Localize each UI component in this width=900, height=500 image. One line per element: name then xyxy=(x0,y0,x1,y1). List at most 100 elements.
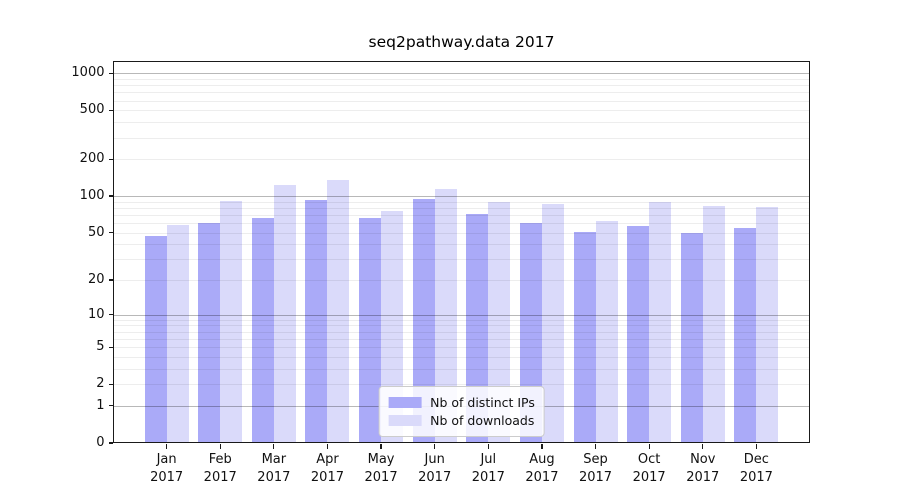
y-tick-mark xyxy=(108,383,113,385)
minor-gridline xyxy=(113,92,810,94)
x-tick-mark xyxy=(219,444,221,449)
x-tick-year: 2017 xyxy=(739,469,773,485)
y-tick-mark xyxy=(108,72,113,74)
y-tick-mark xyxy=(108,279,113,281)
x-tick-year: 2017 xyxy=(418,469,452,485)
x-tick-year: 2017 xyxy=(686,469,720,485)
x-tick-month: Jul xyxy=(480,452,497,467)
x-tick-mark xyxy=(380,444,382,449)
bar-downloads-feb xyxy=(220,201,243,443)
y-tick-mark xyxy=(108,109,113,111)
x-tick-mark xyxy=(273,444,275,449)
minor-gridline xyxy=(113,85,810,87)
y-tick-label: 200 xyxy=(79,151,105,167)
bar-downloads-dec xyxy=(756,206,779,443)
chart-title: seq2pathway.data 2017 xyxy=(368,33,555,51)
x-tick-month: Mar xyxy=(261,452,287,467)
bar-ips-jan xyxy=(144,235,167,443)
bar-ips-dec xyxy=(734,227,757,443)
x-tick-year: 2017 xyxy=(150,469,184,485)
x-tick-year: 2017 xyxy=(257,469,291,485)
y-tick-mark xyxy=(108,314,113,316)
bar-ips-feb xyxy=(198,223,221,443)
x-tick-year: 2017 xyxy=(203,469,237,485)
minor-gridline xyxy=(113,137,810,139)
y-tick-mark xyxy=(108,405,113,407)
x-tick-month: Nov xyxy=(690,452,716,467)
bar-downloads-aug xyxy=(541,204,564,443)
legend-item: Nb of downloads xyxy=(388,413,535,428)
bar-downloads-jun xyxy=(434,188,457,443)
x-tick-mark xyxy=(434,444,436,449)
bar-ips-jun xyxy=(412,199,435,443)
bar-ips-nov xyxy=(680,232,703,443)
bar-ips-may xyxy=(359,217,382,443)
x-tick-label-may: May 2017 xyxy=(349,451,413,486)
x-tick-label-sep: Sep 2017 xyxy=(564,451,628,486)
x-tick-mark xyxy=(755,444,757,449)
major-gridline xyxy=(113,73,810,75)
x-tick-month: May xyxy=(367,452,395,467)
legend-swatch-ips xyxy=(388,397,422,408)
x-tick-month: Apr xyxy=(316,452,339,467)
minor-gridline xyxy=(113,122,810,124)
bar-downloads-nov xyxy=(702,205,725,443)
x-tick-label-mar: Mar 2017 xyxy=(242,451,306,486)
x-tick-month: Feb xyxy=(208,452,232,467)
x-tick-year: 2017 xyxy=(364,469,398,485)
minor-gridline xyxy=(113,78,810,80)
x-tick-month: Aug xyxy=(529,452,555,467)
y-tick-mark xyxy=(108,158,113,160)
y-tick-mark xyxy=(108,195,113,197)
x-tick-label-jun: Jun 2017 xyxy=(403,451,467,486)
major-gridline xyxy=(113,196,810,198)
x-tick-label-nov: Nov 2017 xyxy=(671,451,735,486)
legend-swatch-downloads xyxy=(388,414,422,426)
bar-downloads-apr xyxy=(327,180,350,443)
bar-downloads-jan xyxy=(166,224,189,443)
x-tick-mark xyxy=(648,444,650,449)
x-tick-month: Oct xyxy=(637,452,661,467)
bar-downloads-mar xyxy=(273,185,296,443)
bar-ips-oct xyxy=(627,225,650,443)
y-tick-label: 2 xyxy=(96,376,105,392)
minor-gridline xyxy=(113,100,810,102)
minor-gridline xyxy=(113,201,810,203)
x-tick-mark xyxy=(702,444,704,449)
x-tick-year: 2017 xyxy=(632,469,666,485)
x-tick-year: 2017 xyxy=(310,469,344,485)
x-tick-month: Jun xyxy=(424,452,445,467)
x-tick-mark xyxy=(541,444,543,449)
y-tick-mark xyxy=(108,231,113,234)
minor-gridline xyxy=(113,159,810,161)
x-tick-year: 2017 xyxy=(578,469,613,485)
x-tick-mark xyxy=(594,444,597,449)
bar-downloads-oct xyxy=(649,202,672,443)
plot-area: Nb of distinct IPs Nb of downloads xyxy=(113,61,810,443)
x-tick-mark xyxy=(326,444,329,449)
bar-ips-apr xyxy=(305,200,328,443)
minor-gridline xyxy=(113,110,810,112)
bar-ips-mar xyxy=(251,217,274,443)
x-tick-label-jul: Jul 2017 xyxy=(456,451,520,486)
x-tick-label-oct: Oct 2017 xyxy=(617,451,681,486)
x-tick-year: 2017 xyxy=(471,469,505,485)
x-tick-label-dec: Dec 2017 xyxy=(724,451,788,486)
x-tick-label-feb: Feb 2017 xyxy=(188,451,252,486)
x-tick-mark xyxy=(487,444,489,449)
y-tick-label: 1000 xyxy=(71,65,105,81)
x-tick-label-aug: Aug 2017 xyxy=(510,451,574,486)
y-tick-mark xyxy=(108,442,113,444)
bar-downloads-jul xyxy=(488,202,511,443)
y-tick-label: 5 xyxy=(96,339,105,355)
y-tick-label: 50 xyxy=(87,224,105,240)
y-tick-label: 20 xyxy=(87,272,105,288)
x-tick-year: 2017 xyxy=(525,469,559,485)
x-tick-month: Dec xyxy=(743,452,769,467)
legend-label: Nb of downloads xyxy=(430,412,535,428)
y-tick-label: 1 xyxy=(96,397,105,413)
y-tick-label: 10 xyxy=(87,306,105,322)
y-tick-label: 0 xyxy=(96,435,105,450)
bar-downloads-may xyxy=(381,211,404,443)
